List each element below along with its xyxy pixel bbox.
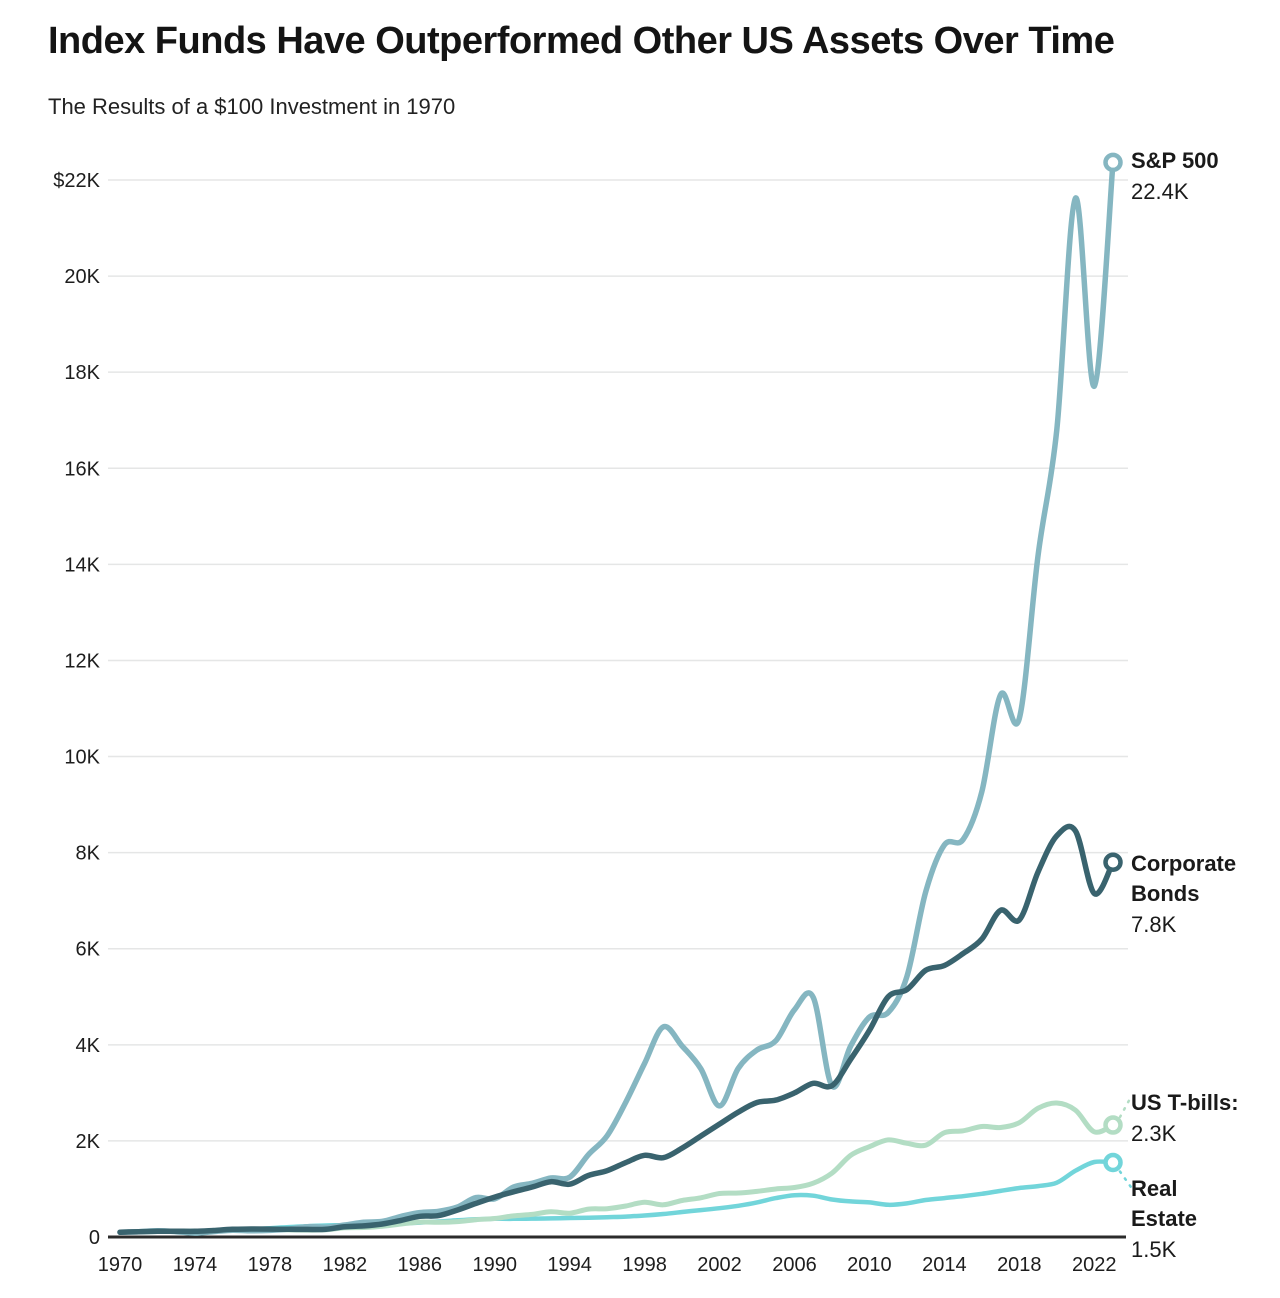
endpoint-dot-sp500 [1103, 152, 1123, 173]
series-label-sp500: S&P 500 22.4K [1131, 146, 1251, 207]
y-tick-6K: 6K [76, 939, 101, 961]
x-tick-2018: 2018 [997, 1254, 1042, 1276]
leader-line-real-estate [1118, 1170, 1134, 1190]
x-tick-1982: 1982 [323, 1254, 368, 1276]
y-tick-20K: 20K [64, 266, 100, 288]
series-label-real-estate: Real Estate 1.5K [1131, 1174, 1211, 1265]
endpoint-dot-real-estate [1103, 1152, 1123, 1173]
x-tick-2002: 2002 [697, 1254, 742, 1276]
x-tick-1990: 1990 [472, 1254, 517, 1276]
y-tick-2K: 2K [76, 1131, 101, 1153]
x-tick-2006: 2006 [772, 1254, 817, 1276]
series-line-corporate-bonds [117, 823, 1116, 1235]
series-label-us-tbills: US T-bills: 2.3K [1131, 1088, 1271, 1149]
x-tick-1986: 1986 [398, 1254, 443, 1276]
x-tick-2014: 2014 [922, 1254, 967, 1276]
series-name-real-estate: Real Estate [1131, 1176, 1198, 1231]
y-tick-18K: 18K [64, 362, 100, 384]
series-name-corporate-bonds: Corporate Bonds [1131, 851, 1237, 906]
series-line-real-estate [117, 1159, 1116, 1235]
series-name-us-tbills: US T-bills: [1131, 1090, 1239, 1115]
series-value-sp500: 22.4K [1131, 179, 1189, 204]
x-tick-1978: 1978 [248, 1254, 293, 1276]
chart-subtitle: The Results of a $100 Investment in 1970 [48, 94, 456, 119]
series-value-real-estate: 1.5K [1131, 1237, 1177, 1262]
x-tick-2022: 2022 [1072, 1254, 1117, 1276]
series-line-sp500 [117, 159, 1116, 1236]
series-value-us-tbills: 2.3K [1131, 1121, 1177, 1146]
y-tick-12K: 12K [64, 650, 100, 672]
y-tick-16K: 16K [64, 458, 100, 480]
x-tick-2010: 2010 [847, 1254, 892, 1276]
chart-title: Index Funds Have Outperformed Other US A… [48, 20, 1115, 62]
x-tick-1994: 1994 [547, 1254, 592, 1276]
endpoint-dot-us-tbills [1103, 1115, 1123, 1135]
y-tick-8K: 8K [76, 843, 101, 865]
series-label-corporate-bonds: Corporate Bonds 7.8K [1131, 849, 1249, 940]
series-name-sp500: S&P 500 [1131, 148, 1219, 173]
series-value-corporate-bonds: 7.8K [1131, 912, 1177, 937]
y-tick-$22K: $22K [53, 170, 100, 192]
y-tick-10K: 10K [64, 747, 100, 769]
y-tick-0: 0 [89, 1227, 100, 1249]
endpoint-dot-corporate-bonds [1103, 852, 1123, 872]
x-tick-1998: 1998 [622, 1254, 667, 1276]
x-tick-1974: 1974 [173, 1254, 218, 1276]
y-tick-4K: 4K [76, 1035, 101, 1057]
x-tick-1970: 1970 [98, 1254, 143, 1276]
y-tick-14K: 14K [64, 554, 100, 576]
